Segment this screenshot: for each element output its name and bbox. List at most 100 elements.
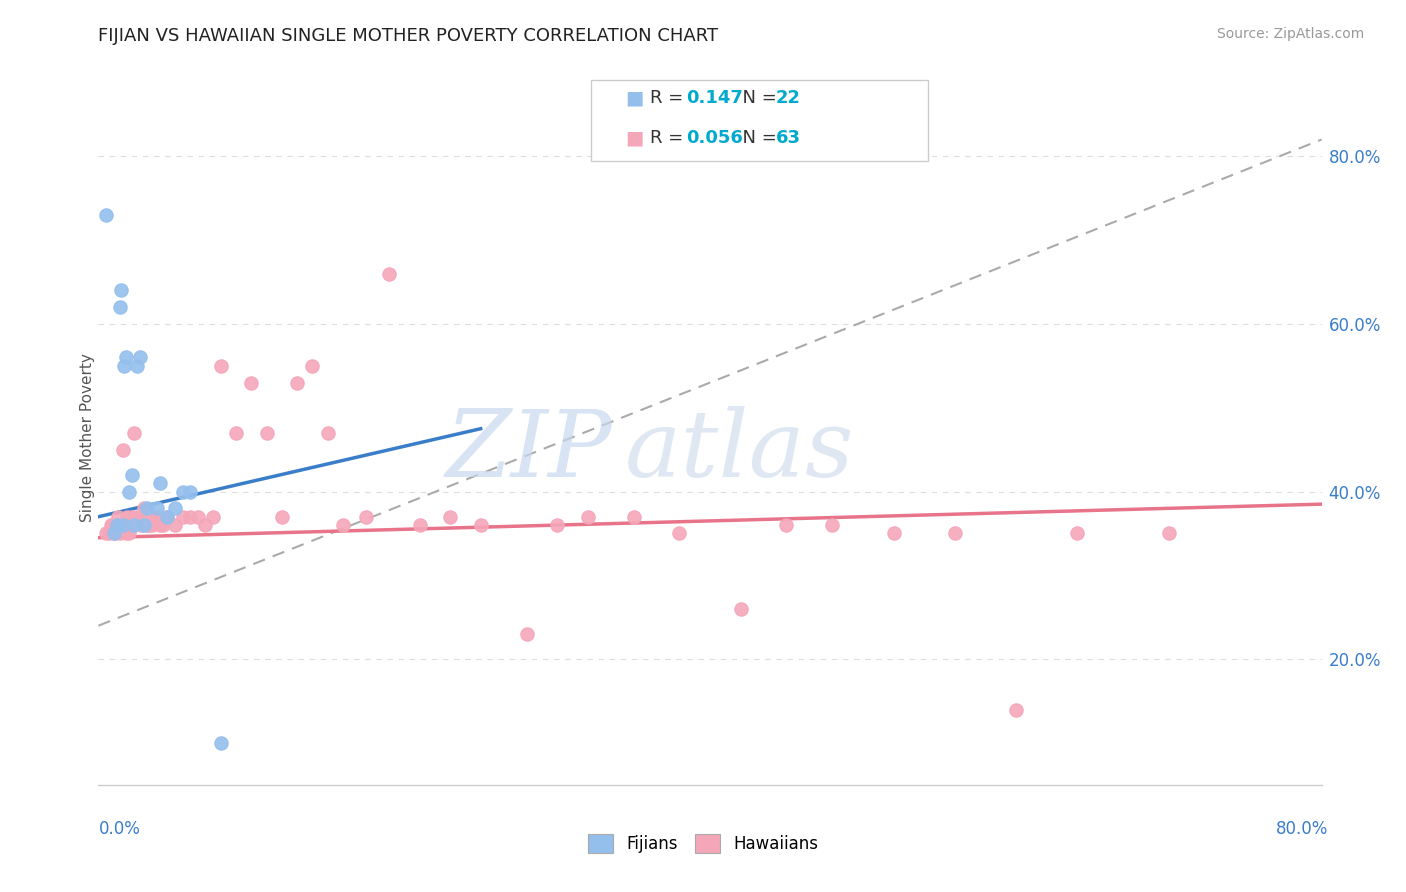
Text: 22: 22 [776, 89, 801, 107]
Point [156, 509, 179, 524]
Text: N =: N = [731, 129, 783, 147]
Point [111, 518, 134, 533]
Point [156, 509, 179, 524]
Point [103, 526, 125, 541]
Point [98, 526, 121, 541]
Text: ■: ■ [626, 88, 644, 108]
Point [121, 467, 143, 482]
Point [101, 518, 124, 533]
Text: FIJIAN VS HAWAIIAN SINGLE MOTHER POVERTY CORRELATION CHART: FIJIAN VS HAWAIIAN SINGLE MOTHER POVERTY… [98, 27, 718, 45]
Point [172, 484, 194, 499]
Point [354, 509, 377, 524]
Point [546, 518, 568, 533]
Point [256, 425, 278, 440]
Point [104, 526, 127, 541]
Text: 63: 63 [776, 129, 801, 147]
Point [141, 518, 163, 533]
Point [120, 518, 142, 533]
Text: ■: ■ [626, 128, 644, 148]
Point [821, 518, 844, 533]
Point [128, 509, 150, 524]
Point [110, 284, 132, 298]
Point [301, 359, 323, 373]
Point [142, 509, 165, 524]
Point [209, 359, 232, 373]
Point [108, 300, 131, 314]
Point [112, 518, 135, 533]
Point [152, 518, 174, 533]
Point [134, 518, 156, 533]
Point [145, 501, 167, 516]
Point [125, 509, 148, 524]
Point [943, 526, 966, 541]
Point [1066, 526, 1088, 541]
Point [115, 526, 138, 541]
Point [103, 526, 125, 541]
Point [668, 526, 690, 541]
Y-axis label: Single Mother Poverty: Single Mother Poverty [80, 352, 94, 522]
Point [270, 509, 292, 524]
Point [100, 518, 122, 533]
Point [125, 359, 148, 373]
Point [122, 518, 145, 533]
Point [378, 267, 401, 281]
Point [122, 425, 145, 440]
Point [138, 518, 160, 533]
Point [94, 526, 117, 541]
Point [187, 509, 209, 524]
Point [112, 359, 135, 373]
Text: 0.147: 0.147 [686, 89, 742, 107]
Point [105, 518, 128, 533]
Point [516, 627, 538, 641]
Point [775, 518, 797, 533]
Point [209, 736, 232, 750]
Point [136, 518, 159, 533]
Point [576, 509, 599, 524]
Point [163, 501, 186, 516]
Point [285, 376, 308, 390]
Point [202, 509, 225, 524]
Point [117, 509, 139, 524]
Point [730, 602, 752, 616]
Point [118, 484, 141, 499]
Point [149, 476, 172, 491]
Point [240, 376, 263, 390]
Text: ZIP: ZIP [446, 406, 612, 496]
Point [136, 501, 159, 516]
Point [121, 509, 143, 524]
Point [129, 518, 152, 533]
Point [439, 509, 461, 524]
Point [408, 518, 430, 533]
Point [115, 351, 138, 365]
Text: R =: R = [650, 89, 689, 107]
Point [316, 425, 339, 440]
Text: atlas: atlas [624, 406, 853, 496]
Point [149, 518, 172, 533]
Text: Source: ZipAtlas.com: Source: ZipAtlas.com [1216, 27, 1364, 41]
Point [1004, 702, 1026, 716]
Text: 0.056: 0.056 [686, 129, 742, 147]
Point [470, 518, 492, 533]
Point [145, 509, 167, 524]
Text: R =: R = [650, 129, 689, 147]
Text: 0.0%: 0.0% [98, 820, 141, 838]
Text: 80.0%: 80.0% [1277, 820, 1329, 838]
Point [623, 509, 645, 524]
Point [883, 526, 905, 541]
Text: N =: N = [731, 89, 783, 107]
Point [194, 518, 217, 533]
Point [179, 484, 201, 499]
Point [332, 518, 354, 533]
Point [108, 526, 131, 541]
Point [94, 208, 117, 222]
Point [110, 518, 132, 533]
Point [128, 351, 150, 365]
Point [163, 518, 186, 533]
Point [107, 509, 129, 524]
Point [1157, 526, 1180, 541]
Point [105, 518, 128, 533]
Point [134, 501, 156, 516]
Point [179, 509, 201, 524]
Point [172, 509, 194, 524]
Point [118, 526, 141, 541]
